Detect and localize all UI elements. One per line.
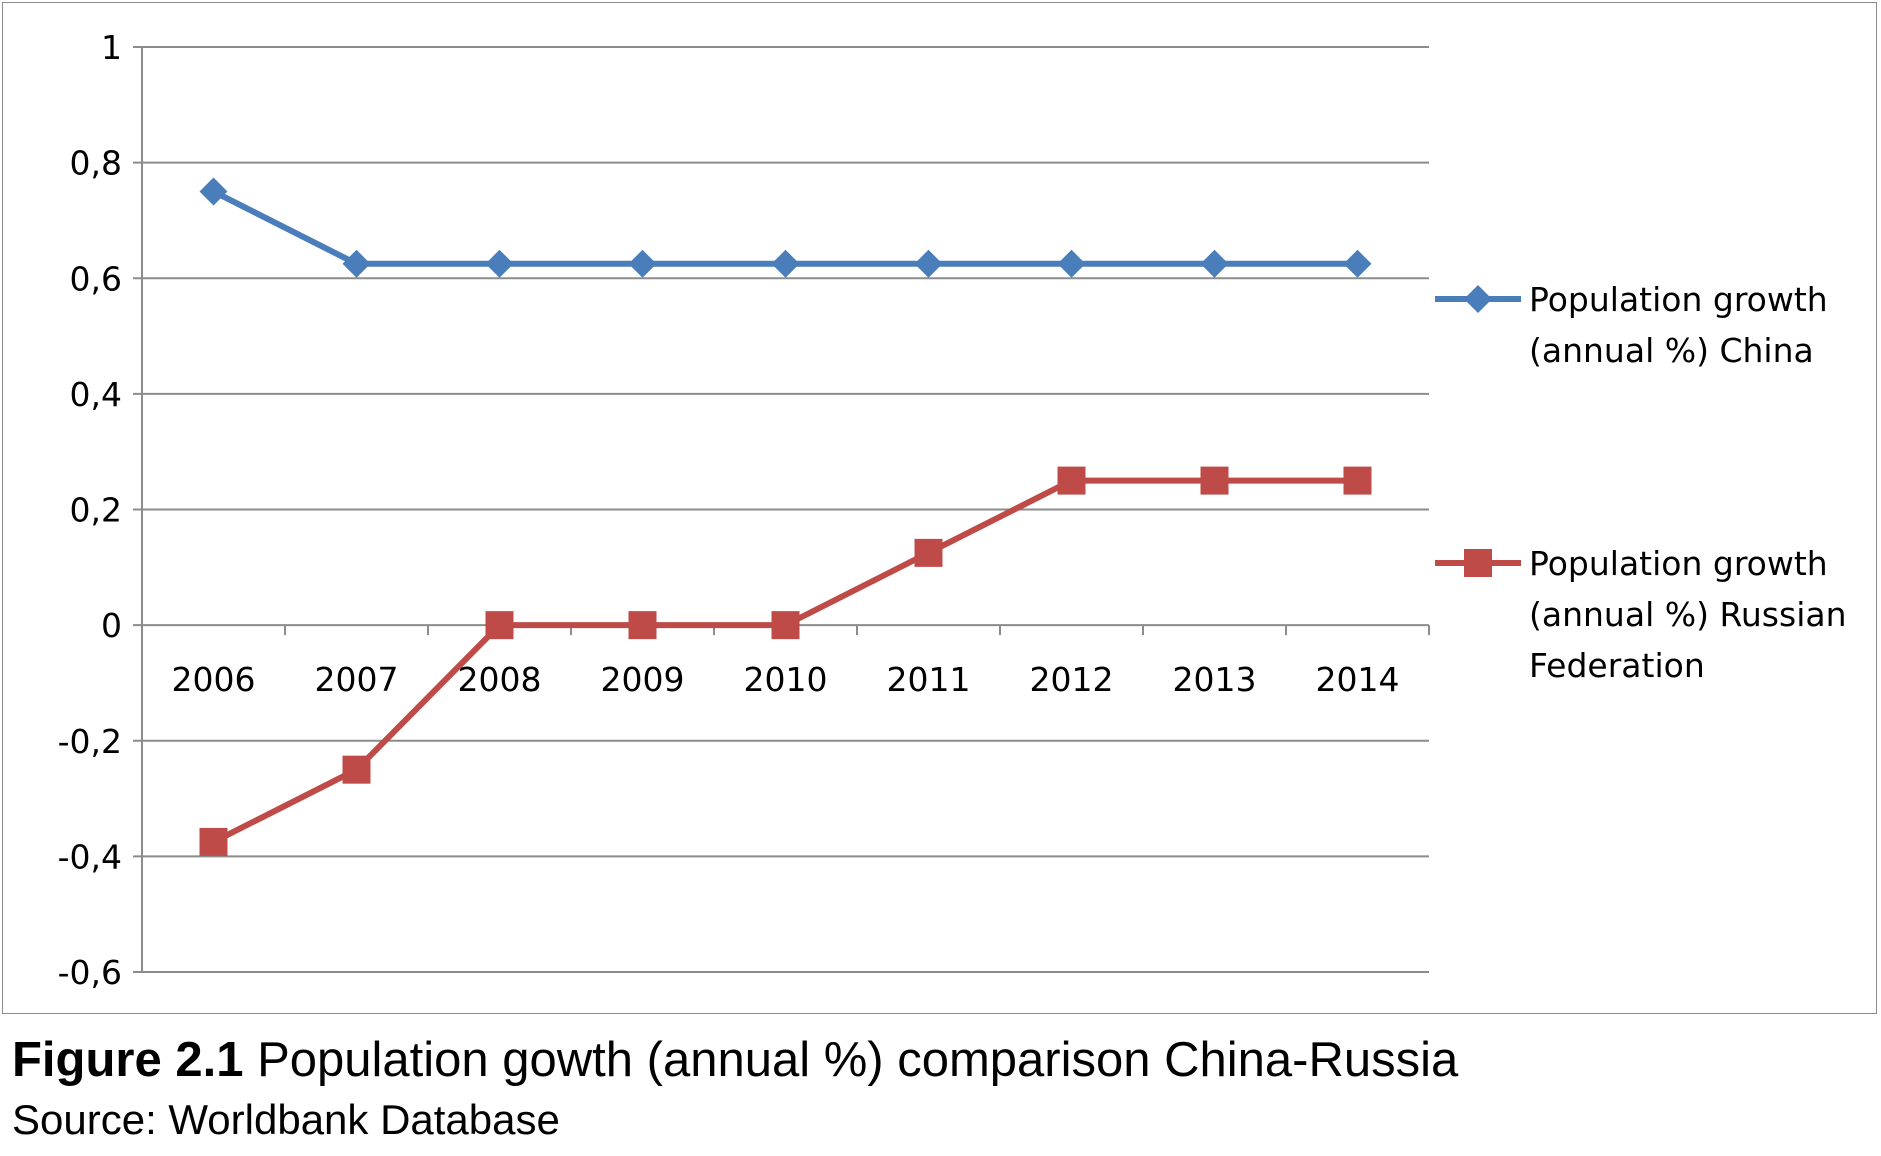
y-tick-label: 0,2 [70,491,122,530]
legend-marker-square [1464,549,1492,577]
data-point-diamond [914,249,943,278]
data-point-diamond [199,177,228,206]
caption-title-line: Figure 2.1 Population gowth (annual %) c… [12,1030,1872,1090]
line-chart: 1 0,8 0,6 0,4 0,2 0 -0,2 -0,4 -0,6 2006 2007 2008 20… [58,28,1847,992]
legend: Population growth(annual %) ChinaPopulat… [1435,280,1847,685]
y-tick-label: 0,8 [70,144,122,183]
y-tick-label: 0 [101,606,122,645]
x-tick-label: 2007 [315,660,399,699]
legend-label: Population growth [1529,280,1828,319]
y-tick-label: -0,6 [58,953,122,992]
gridlines [142,46,1429,973]
x-tick-label: 2006 [172,660,256,699]
caption-title: Population gowth (annual %) comparison C… [243,1033,1459,1087]
legend-item-1: Population growth (annual %) China [1435,280,1828,370]
y-tick-label: -0,2 [58,722,122,761]
data-point-diamond [771,249,800,278]
legend-label: Federation [1529,646,1705,685]
data-point-square [1343,466,1372,495]
x-tick-label: 2014 [1316,660,1400,699]
y-tick-label: 1 [101,28,122,67]
data-point-square [1200,466,1229,495]
y-tick-label: 0,4 [70,375,122,414]
y-tick-label: -0,4 [58,837,122,876]
legend-item-2: Population growth (annual %) Russian Feder… [1435,544,1847,685]
data-point-diamond [342,249,371,278]
data-point-square [1057,466,1086,495]
legend-label: (annual %) China [1529,331,1814,370]
data-point-diamond [1343,249,1372,278]
data-point-square [914,538,943,567]
legend-marker-diamond [1464,285,1492,313]
data-point-square [485,611,514,640]
data-point-diamond [628,249,657,278]
figure-caption: Figure 2.1 Population gowth (annual %) c… [12,1030,1872,1148]
x-tick-label: 2009 [601,660,685,699]
series-2 [199,466,1372,856]
chart-frame: 1 0,8 0,6 0,4 0,2 0 -0,2 -0,4 -0,6 2006 2007 2008 20… [2,2,1877,1014]
data-point-diamond [1057,249,1086,278]
x-tick-label: 2012 [1030,660,1114,699]
data-point-square [771,611,800,640]
axes: 1 0,8 0,6 0,4 0,2 0 -0,2 -0,4 -0,6 2006 2007 2008 20… [58,28,1430,992]
x-tick-label: 2011 [887,660,971,699]
series-1 [199,177,1372,278]
data-point-square [199,827,228,856]
x-tick-label: 2008 [458,660,542,699]
caption-source: Source: Worldbank Database [12,1096,560,1143]
data-point-diamond [1200,249,1229,278]
data-point-diamond [485,249,514,278]
x-tick-label: 2010 [744,660,828,699]
data-point-square [342,755,371,784]
legend-label: (annual %) Russian [1529,595,1847,634]
x-tick-label: 2013 [1173,660,1257,699]
data-point-square [628,611,657,640]
y-tick-label: 0,6 [70,259,122,298]
legend-label: Population growth [1529,544,1828,583]
caption-label: Figure 2.1 [12,1033,244,1087]
series [199,177,1372,856]
